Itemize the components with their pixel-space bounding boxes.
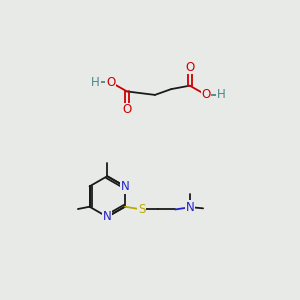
Text: S: S	[138, 203, 146, 216]
Text: O: O	[106, 76, 116, 89]
Text: O: O	[185, 61, 194, 74]
Text: N: N	[103, 210, 112, 224]
Text: H: H	[217, 88, 226, 101]
Text: N: N	[186, 201, 195, 214]
Text: O: O	[201, 88, 211, 101]
Text: H: H	[91, 76, 100, 89]
Text: O: O	[122, 103, 132, 116]
Text: N: N	[121, 180, 129, 193]
